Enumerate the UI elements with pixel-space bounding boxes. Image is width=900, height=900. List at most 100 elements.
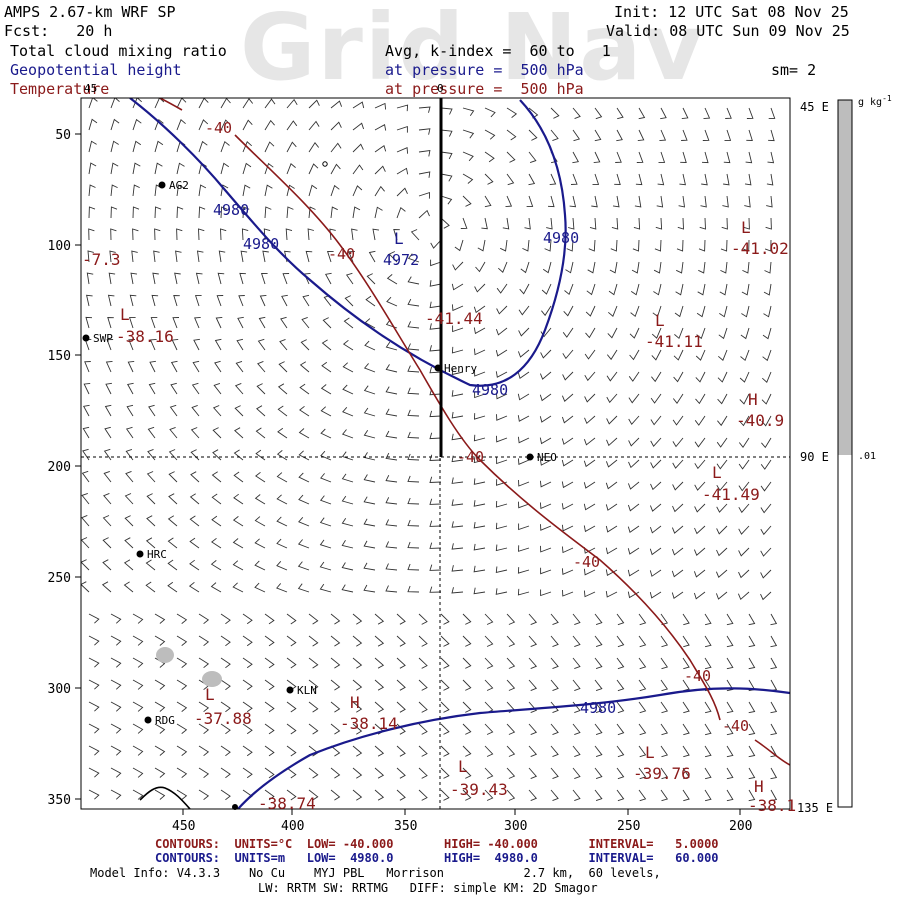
wind-barb (308, 613, 319, 625)
wind-barb (104, 426, 112, 439)
wind-barb (628, 437, 640, 447)
wind-barb (451, 477, 464, 484)
wind-barb (407, 519, 420, 527)
wind-barb (132, 701, 144, 712)
wind-barb (506, 129, 517, 141)
wind-barb (462, 151, 474, 162)
wind-barb (407, 453, 420, 461)
wind-barb (154, 723, 166, 734)
wind-barb (627, 503, 640, 512)
wind-barb (541, 283, 552, 295)
wind-barb (374, 635, 385, 647)
wind-barb (220, 119, 231, 131)
wind-barb (170, 360, 178, 373)
wind-barb (522, 239, 530, 252)
wind-barb (352, 745, 363, 757)
wind-barb (254, 560, 266, 571)
low-marker: L (712, 463, 722, 482)
wind-barb (305, 250, 313, 263)
wind-barb (572, 679, 581, 692)
wind-barb (88, 162, 97, 175)
wind-barb (242, 745, 253, 757)
wind-barb (569, 195, 577, 208)
wind-barb (132, 635, 144, 646)
wind-barb (308, 657, 319, 669)
wind-barb (716, 481, 728, 492)
wind-barb (242, 184, 251, 197)
wind-barb (241, 228, 249, 241)
wind-barb (368, 250, 376, 263)
wind-barb (682, 701, 690, 714)
wind-barb (682, 789, 690, 802)
wind-barb (240, 250, 248, 263)
wind-barb (651, 327, 662, 339)
wind-barb (606, 393, 618, 404)
wind-barb (550, 723, 559, 736)
wind-barb (484, 723, 494, 735)
wind-barb (214, 338, 222, 351)
wind-barb (743, 217, 750, 230)
wind-barb (694, 459, 706, 470)
right-longitude-label: 45 E (800, 100, 829, 114)
wind-barb (254, 516, 266, 527)
wind-barb (258, 316, 266, 329)
wind-barb (348, 251, 355, 263)
wind-barb (638, 789, 647, 802)
wind-barb (586, 283, 596, 296)
wind-barb (462, 107, 475, 117)
wind-barb (760, 503, 772, 514)
wind-barb (298, 494, 310, 505)
wind-barb (616, 745, 625, 758)
wind-barb (110, 140, 119, 153)
wind-barb (440, 173, 453, 182)
coastline (139, 786, 191, 809)
wind-barb (473, 565, 486, 573)
wind-barb (330, 657, 341, 669)
wind-barb (539, 480, 552, 488)
wind-barb (583, 437, 596, 446)
wind-barb (591, 195, 598, 208)
wind-barb (605, 481, 618, 490)
wind-barb (561, 568, 574, 575)
wind-barb (154, 228, 161, 241)
wind-barb (638, 701, 647, 714)
wind-barb (561, 503, 574, 510)
wind-barb (738, 437, 750, 448)
wind-barb (264, 679, 275, 691)
wind-barb (308, 789, 319, 801)
wind-barb (341, 517, 354, 527)
wind-barb (481, 217, 488, 230)
wind-barb (429, 586, 442, 593)
wind-barb (233, 471, 244, 483)
wind-barb (132, 613, 144, 624)
station-marker (144, 716, 152, 724)
wind-barb (748, 789, 756, 802)
wind-barb (704, 767, 712, 780)
wind-barb (473, 348, 486, 356)
wind-barb (128, 317, 136, 329)
wind-barb (154, 118, 164, 131)
wind-barb (672, 459, 684, 469)
wind-barb (188, 581, 200, 593)
wind-barb (341, 540, 354, 549)
wind-barb (718, 327, 728, 340)
wind-barb (308, 206, 316, 219)
wind-barb (264, 119, 275, 131)
wind-barb (496, 283, 508, 294)
wind-barb (385, 430, 398, 439)
wind-barb (232, 538, 244, 549)
wind-barb (701, 151, 709, 164)
wind-barb (407, 431, 420, 439)
wind-barb (762, 371, 772, 383)
temperature-contour-info: CONTOURS: UNITS=°C LOW= -40.000 HIGH= -4… (155, 837, 719, 851)
wind-barb (498, 261, 508, 273)
wind-barb (110, 206, 118, 219)
wind-barb (502, 217, 510, 230)
wind-barb (198, 701, 210, 713)
wind-barb (682, 657, 690, 670)
wind-barb (308, 723, 319, 735)
extremum-value: -39.76 (633, 764, 691, 783)
wind-barb (584, 349, 596, 360)
wind-barb (352, 185, 363, 197)
station-label: KLN (297, 684, 317, 697)
